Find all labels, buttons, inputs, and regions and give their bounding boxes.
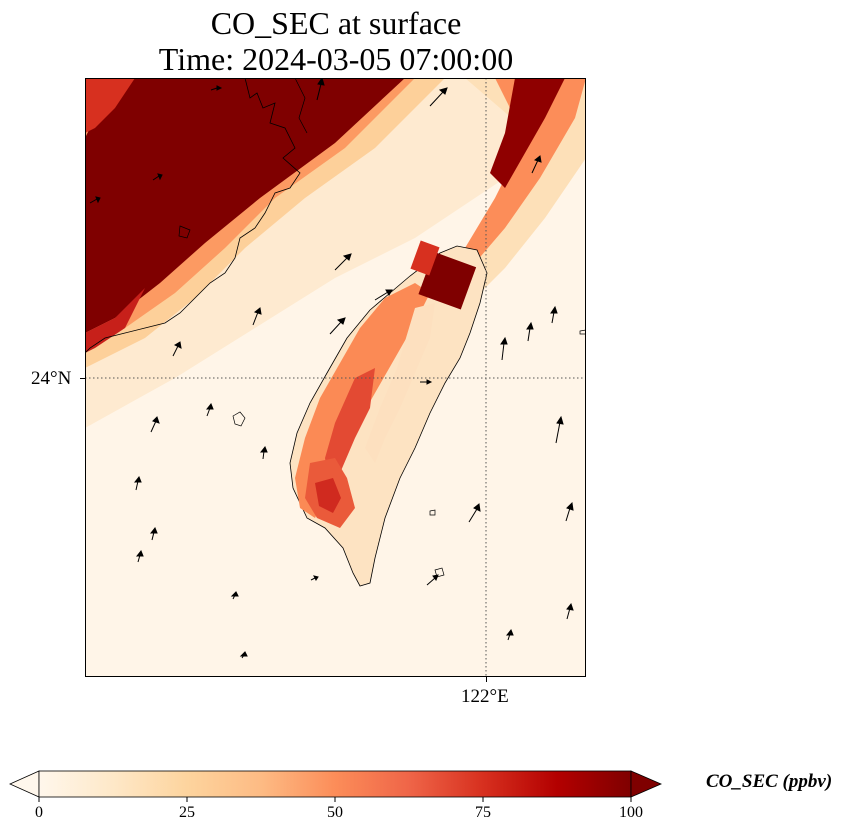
wind-arrow [426, 574, 439, 586]
wind-arrow [429, 87, 448, 107]
colorbar-tick-25: 25 [179, 804, 195, 821]
north-taiwan-halo [410, 240, 440, 276]
wind-vectors [89, 78, 574, 659]
wind-arrow [205, 403, 214, 417]
taiwan-south-core [315, 478, 341, 513]
orchid-island [434, 567, 445, 578]
map-title-line-1: CO_SEC at surface [210, 5, 462, 41]
china-inland-coast [294, 78, 308, 134]
wind-arrow [133, 476, 142, 491]
plume-band-east-core [490, 78, 565, 188]
wind-arrow [316, 78, 325, 101]
colorbar-extend-low [9, 770, 40, 798]
map-panel[interactable] [85, 78, 586, 677]
wind-arrow [555, 415, 564, 444]
wind-arrow [230, 591, 239, 600]
penghu-islands [232, 411, 246, 427]
wind-arrow [152, 173, 163, 181]
colorbar-ticks [38, 797, 632, 802]
wind-arrow [210, 85, 223, 91]
colorbar-graphic [9, 770, 663, 802]
wind-arrow [565, 501, 574, 522]
colorbar: 0 25 50 75 100 [0, 760, 854, 836]
lat-tick-mark [80, 378, 85, 379]
taiwan-plume-inner [325, 368, 375, 488]
wind-arrow [500, 336, 508, 361]
china-coastline [85, 78, 301, 354]
wind-arrow [374, 289, 393, 301]
colorbar-extend-high [630, 770, 663, 798]
wind-arrow [531, 155, 542, 174]
plume-band-west-tail [85, 288, 145, 353]
wind-arrow [566, 602, 574, 620]
wind-arrow [252, 307, 262, 326]
kinmen-island [178, 225, 191, 239]
wind-arrow [550, 305, 558, 324]
north-taiwan-hotspot [418, 251, 477, 310]
colorbar-label: CO_SEC (ppbv) [706, 771, 833, 792]
plume-band-west-edge [85, 78, 135, 133]
wind-arrow [505, 629, 514, 641]
plume-band-west-core [85, 78, 405, 333]
colorbar-gradient [38, 770, 632, 798]
plume-band-east-mid [465, 78, 586, 263]
lat-tick-label: 24°N [31, 368, 72, 389]
taiwan-light-ridge [365, 303, 435, 463]
wind-arrow [310, 575, 319, 581]
wind-arrow [526, 321, 534, 342]
wind-arrow [468, 503, 481, 523]
wind-arrow [150, 416, 160, 433]
map-border [85, 78, 586, 677]
lon-tick-mark [486, 677, 487, 682]
map-title-line-2: Time: 2024-03-05 07:00:00 [158, 41, 514, 77]
wind-arrow [334, 253, 352, 271]
colorbar-tick-100: 100 [619, 804, 643, 821]
wind-arrow [89, 196, 101, 204]
colorbar-tick-75: 75 [475, 804, 491, 821]
map-canvas [85, 78, 586, 677]
east-islet [579, 329, 586, 335]
wind-arrow [239, 651, 248, 659]
wind-arrow [329, 317, 346, 335]
lon-tick-label: 122°E [461, 686, 509, 707]
wind-arrow [135, 550, 144, 563]
wind-arrow [172, 341, 182, 357]
colorbar-tick-50: 50 [327, 804, 343, 821]
colorbar-tick-0: 0 [35, 804, 43, 821]
wind-arrow [259, 446, 268, 460]
wind-arrow [420, 379, 433, 385]
wind-arrow [149, 527, 158, 541]
green-island [429, 509, 436, 516]
